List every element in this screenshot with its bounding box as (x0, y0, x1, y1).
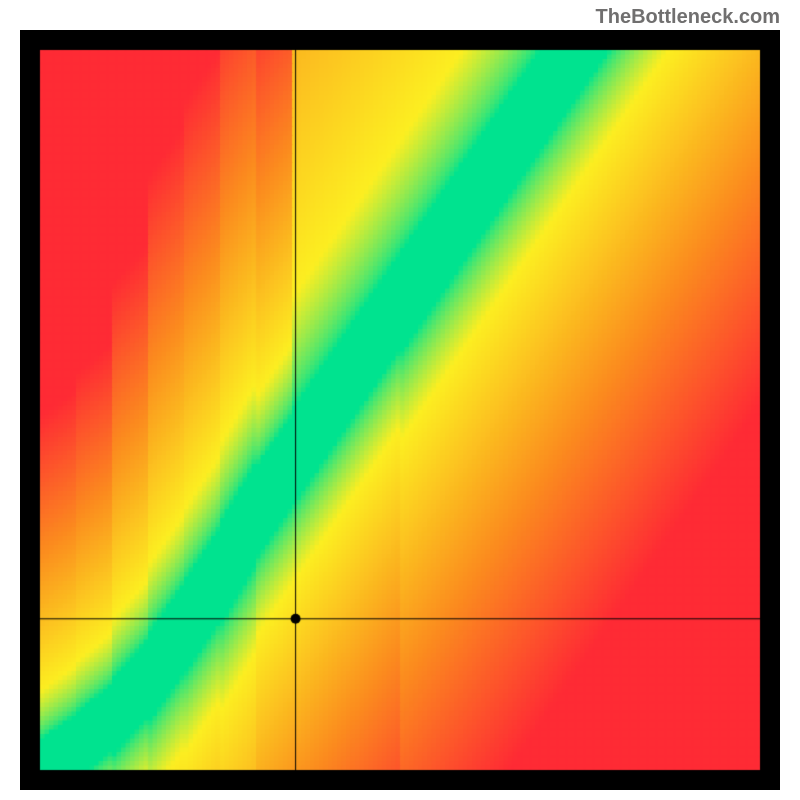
heatmap-plot (20, 30, 780, 790)
heatmap-canvas (20, 30, 780, 790)
root-container: TheBottleneck.com (0, 0, 800, 800)
watermark-text: TheBottleneck.com (596, 6, 780, 29)
